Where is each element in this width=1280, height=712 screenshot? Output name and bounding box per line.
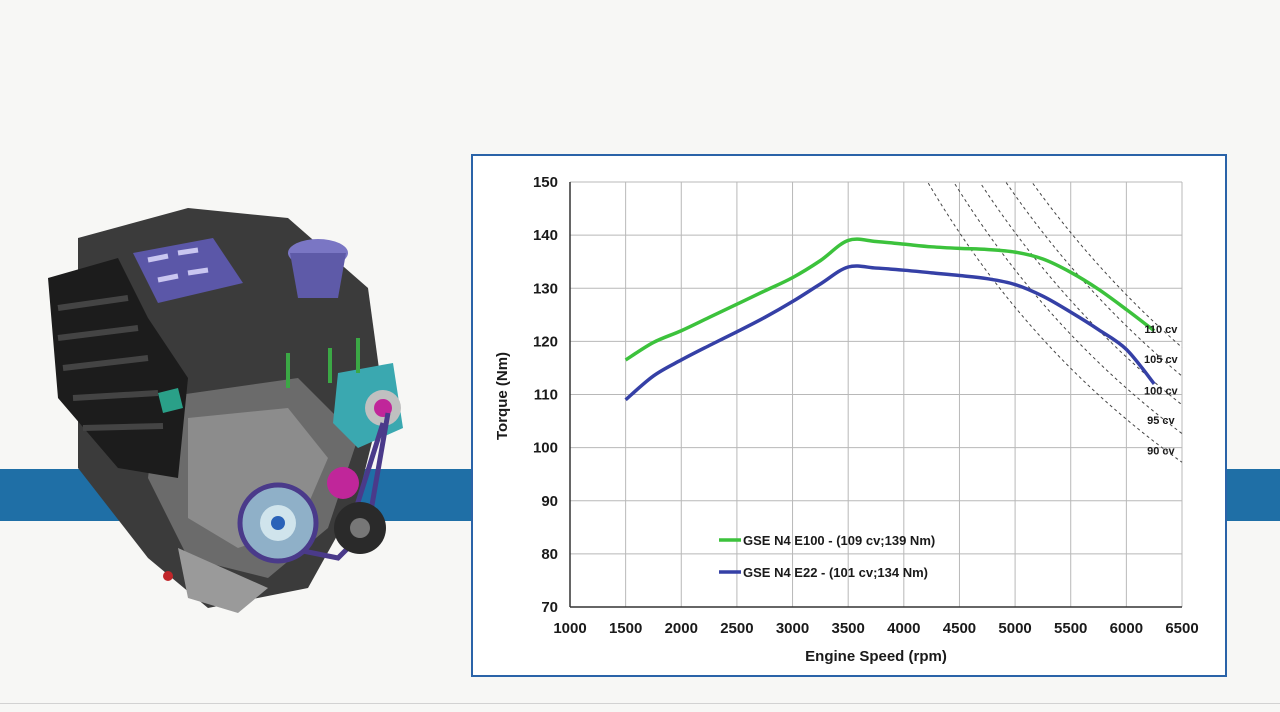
- x-tick-label: 6500: [1165, 620, 1198, 637]
- y-tick-label: 150: [533, 174, 558, 191]
- y-tick-label: 120: [533, 333, 558, 350]
- power-line-label: 110 cv: [1144, 324, 1178, 336]
- series-line: [624, 237, 1156, 362]
- power-line: [981, 184, 1183, 406]
- x-tick-label: 5500: [1054, 620, 1087, 637]
- power-line: [1032, 183, 1183, 348]
- y-tick-label: 110: [534, 387, 558, 404]
- x-tick-label: 5000: [998, 620, 1031, 637]
- x-tick-label: 2500: [720, 620, 753, 637]
- y-axis-label: Torque (Nm): [494, 352, 511, 440]
- power-line-label: 90 cv: [1147, 445, 1175, 457]
- x-tick-label: 4500: [943, 620, 976, 637]
- y-tick-label: 140: [533, 227, 558, 244]
- series-line: [624, 264, 1156, 402]
- y-tick-label: 130: [533, 280, 558, 297]
- y-tick-label: 70: [541, 599, 558, 616]
- x-tick-labels: 1000 1500 2000 2500 3000 3500 4000 4500 5000 5500…: [553, 620, 1198, 637]
- power-line-labels: 110 cv 105 cv 100 cv 95 cv 90 cv: [1144, 324, 1179, 457]
- y-tick-label: 90: [541, 493, 558, 510]
- y-tick-labels: 70 80 90 100 110 120 130 140 150: [533, 174, 558, 616]
- power-line-label: 100 cv: [1144, 385, 1179, 397]
- power-line: [954, 183, 1183, 434]
- series-lines: [624, 237, 1156, 402]
- grid: [569, 181, 1183, 608]
- legend: GSE N4 E100 - (109 cv;139 Nm) GSE N4 E22 …: [719, 533, 935, 580]
- x-tick-label: 6000: [1110, 620, 1143, 637]
- y-tick-label: 80: [541, 546, 558, 563]
- legend-label: GSE N4 E100 - (109 cv;139 Nm): [743, 533, 935, 548]
- torque-chart-svg: 1000 1500 2000 2500 3000 3500 4000 4500 5000 5500…: [494, 174, 1199, 665]
- power-line-label: 105 cv: [1144, 354, 1179, 366]
- engine-illustration: [38, 198, 418, 618]
- x-tick-label: 4000: [887, 620, 920, 637]
- x-tick-label: 3000: [776, 620, 809, 637]
- torque-chart: 1000 1500 2000 2500 3000 3500 4000 4500 5000 5500…: [471, 154, 1227, 677]
- y-tick-label: 100: [533, 440, 558, 457]
- x-axis-label: Engine Speed (rpm): [805, 648, 947, 665]
- x-tick-label: 1500: [609, 620, 642, 637]
- x-tick-label: 2000: [665, 620, 698, 637]
- power-line: [1005, 182, 1183, 377]
- legend-label: GSE N4 E22 - (101 cv;134 Nm): [743, 565, 928, 580]
- power-line-label: 95 cv: [1147, 415, 1175, 427]
- bottom-rule: [0, 703, 1280, 704]
- x-tick-label: 1000: [553, 620, 586, 637]
- x-tick-label: 3500: [831, 620, 864, 637]
